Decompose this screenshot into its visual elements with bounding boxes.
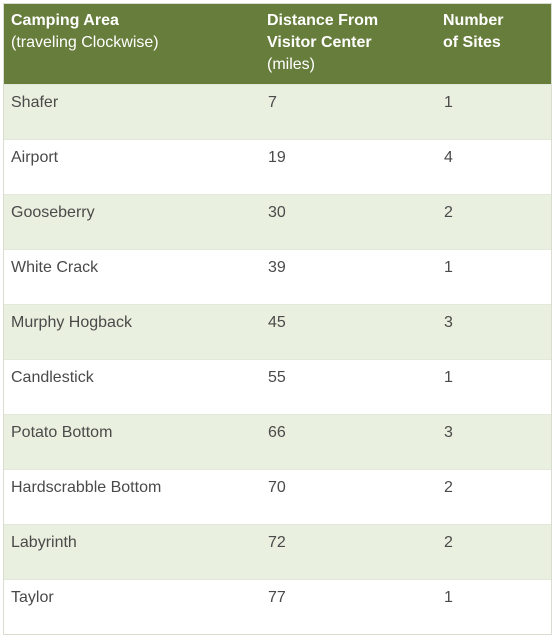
cell-camping-area: Hardscrabble Bottom xyxy=(4,468,260,524)
cell-distance: 55 xyxy=(260,358,436,414)
table-row: Gooseberry 30 2 xyxy=(4,193,551,249)
cell-camping-area: Gooseberry xyxy=(4,193,260,249)
cell-sites: 2 xyxy=(436,468,551,524)
header-distance-line1: Distance From xyxy=(267,12,379,29)
table-row: Hardscrabble Bottom 70 2 xyxy=(4,468,551,524)
cell-sites: 1 xyxy=(436,358,551,414)
table-row: Taylor 77 1 xyxy=(4,578,551,634)
table-row: White Crack 39 1 xyxy=(4,248,551,304)
cell-distance: 70 xyxy=(260,468,436,524)
cell-camping-area: Taylor xyxy=(4,578,260,634)
camping-areas-table: Camping Area (traveling Clockwise) Dista… xyxy=(3,3,552,635)
cell-sites: 3 xyxy=(436,303,551,359)
cell-distance: 45 xyxy=(260,303,436,359)
camping-table: Camping Area (traveling Clockwise) Dista… xyxy=(4,4,551,634)
header-distance-unit: (miles) xyxy=(267,56,315,73)
cell-distance: 77 xyxy=(260,578,436,634)
cell-distance: 30 xyxy=(260,193,436,249)
cell-camping-area: Airport xyxy=(4,138,260,194)
cell-sites: 1 xyxy=(436,83,551,139)
table-row: Labyrinth 72 2 xyxy=(4,523,551,579)
cell-camping-area: Murphy Hogback xyxy=(4,303,260,359)
cell-camping-area: White Crack xyxy=(4,248,260,304)
header-sites-line1: Number xyxy=(443,12,504,29)
table-row: Airport 19 4 xyxy=(4,138,551,194)
cell-distance: 7 xyxy=(260,83,436,139)
cell-distance: 72 xyxy=(260,523,436,579)
cell-camping-area: Candlestick xyxy=(4,358,260,414)
table-row: Murphy Hogback 45 3 xyxy=(4,303,551,359)
cell-sites: 1 xyxy=(436,578,551,634)
header-distance-line2: Visitor Center xyxy=(267,34,372,51)
cell-sites: 3 xyxy=(436,413,551,469)
cell-distance: 19 xyxy=(260,138,436,194)
cell-sites: 4 xyxy=(436,138,551,194)
table-body: Shafer 7 1 Airport 19 4 Gooseberry 30 2 … xyxy=(4,83,551,634)
table-row: Potato Bottom 66 3 xyxy=(4,413,551,469)
table-row: Shafer 7 1 xyxy=(4,83,551,139)
header-number-of-sites: Number of Sites xyxy=(436,4,551,84)
cell-sites: 2 xyxy=(436,523,551,579)
header-row: Camping Area (traveling Clockwise) Dista… xyxy=(4,4,551,84)
cell-sites: 1 xyxy=(436,248,551,304)
cell-camping-area: Labyrinth xyxy=(4,523,260,579)
header-camping-area-subtitle: (traveling Clockwise) xyxy=(11,34,159,51)
header-camping-area-title: Camping Area xyxy=(11,12,119,29)
cell-sites: 2 xyxy=(436,193,551,249)
table-header: Camping Area (traveling Clockwise) Dista… xyxy=(4,4,551,84)
header-camping-area: Camping Area (traveling Clockwise) xyxy=(4,4,260,84)
cell-camping-area: Potato Bottom xyxy=(4,413,260,469)
table-row: Candlestick 55 1 xyxy=(4,358,551,414)
header-distance: Distance From Visitor Center (miles) xyxy=(260,4,436,84)
cell-distance: 66 xyxy=(260,413,436,469)
header-sites-line2: of Sites xyxy=(443,34,501,51)
cell-camping-area: Shafer xyxy=(4,83,260,139)
cell-distance: 39 xyxy=(260,248,436,304)
